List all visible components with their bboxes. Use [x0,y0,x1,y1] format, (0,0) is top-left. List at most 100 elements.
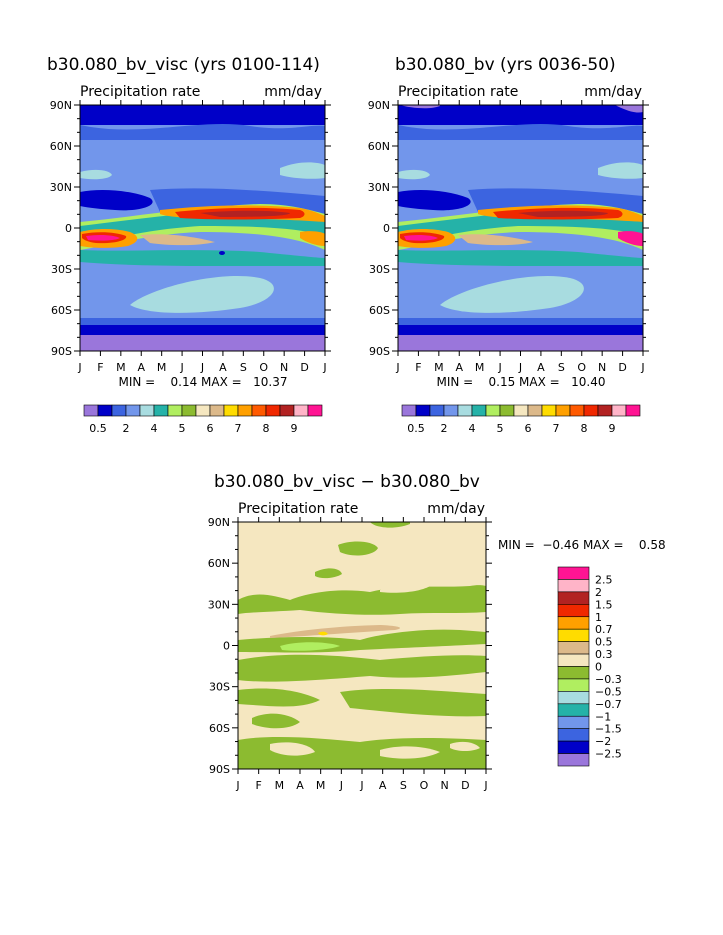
colorbar-swatch [557,628,590,642]
x-tick-label: D [300,361,308,374]
panel-b-subtitle-right: mm/day [584,84,642,100]
x-tick-label: A [455,361,463,374]
x-tick-label: M [434,361,444,374]
colorbar-swatch [415,404,431,417]
colorbar-label: 1 [595,611,602,624]
colorbar-swatch [265,404,281,417]
colorbar-label: −0.5 [595,685,622,698]
y-tick-label: 60S [209,722,230,735]
colorbar-label: 2 [441,422,448,435]
colorbar-label: −0.3 [595,673,622,686]
colorbar-label: 5 [497,422,504,435]
colorbar-label: 2 [595,586,602,599]
panel-b-plot [398,105,643,351]
colorbar-swatch [401,404,417,417]
x-tick-label: D [618,361,626,374]
panel-a-colorbar: 0.5 2 4 5 6 7 8 9 [83,404,323,435]
y-tick-label: 30S [51,263,72,276]
colorbar-swatch [557,616,590,630]
colorbar-swatch [209,404,225,417]
colorbar-swatch [555,404,571,417]
colorbar-swatch [83,404,99,417]
x-tick-label: M [116,361,126,374]
colorbar-swatch [457,404,473,417]
colorbar-swatch [583,404,599,417]
panel-c-subtitle-right: mm/day [427,501,485,517]
y-tick-label: 30S [209,681,230,694]
x-tick-label: M [475,361,485,374]
colorbar-label: 2.5 [595,573,613,586]
x-tick-label: O [259,361,268,374]
panel-a: b30.080_bv_visc (yrs 0100-114) Precipita… [47,55,331,435]
y-tick-label: 30S [369,263,390,276]
x-tick-label: M [275,779,285,792]
colorbar-label: −0.7 [595,698,622,711]
colorbar-label: 6 [525,422,532,435]
colorbar-swatch [237,404,253,417]
colorbar-swatch [569,404,585,417]
colorbar-swatch [557,715,590,729]
x-tick-label: J [77,361,81,374]
colorbar-label: 6 [207,422,214,435]
colorbar-label: −1.5 [595,723,622,736]
y-tick-label: 30N [208,598,230,611]
colorbar-swatch [223,404,239,417]
colorbar-swatch [293,404,309,417]
colorbar-label: 0.5 [595,636,613,649]
x-tick-label: J [359,779,363,792]
x-tick-label: A [537,361,545,374]
x-tick-label: F [256,779,262,792]
panel-a-title: b30.080_bv_visc (yrs 0100-114) [47,55,320,75]
y-tick-label: 0 [383,222,390,235]
x-tick-label: N [598,361,606,374]
x-tick-label: A [379,779,387,792]
colorbar-swatch [279,404,295,417]
panel-b-title: b30.080_bv (yrs 0036-50) [395,55,616,75]
x-tick-label: A [296,779,304,792]
colorbar-swatch [471,404,487,417]
x-tick-label: F [415,361,421,374]
colorbar-label: −2.5 [595,748,622,761]
x-tick-label: O [420,779,429,792]
colorbar-label: 9 [609,422,616,435]
colorbar-swatch [557,691,590,705]
colorbar-swatch [139,404,155,417]
x-tick-label: F [97,361,103,374]
colorbar-swatch [251,404,267,417]
colorbar-label: 5 [179,422,186,435]
y-tick-label: 60N [368,140,390,153]
x-tick-label: J [339,779,343,792]
panel-c-subtitle-left: Precipitation rate [238,501,358,517]
panel-c-title: b30.080_bv_visc − b30.080_bv [214,472,480,492]
colorbar-label: 8 [581,422,588,435]
x-tick-label: M [157,361,167,374]
colorbar-swatch [111,404,127,417]
colorbar-swatch [557,753,590,767]
y-tick-label: 30N [368,181,390,194]
colorbar-swatch [557,666,590,680]
x-tick-label: J [483,779,487,792]
colorbar-swatch [597,404,613,417]
panel-b-stats: MIN = 0.15 MAX = 10.40 [437,375,606,389]
colorbar-swatch [125,404,141,417]
colorbar-swatch [557,653,590,667]
x-tick-label: N [280,361,288,374]
x-tick-label: J [518,361,522,374]
panel-c-colorbar: 2.521.510.70.50.30−0.3−0.5−0.7−1−1.5−2−2… [557,566,622,767]
colorbar-label: 7 [235,422,242,435]
y-tick-label: 60S [369,304,390,317]
x-tick-label: J [235,779,239,792]
x-tick-label: J [640,361,644,374]
colorbar-swatch [153,404,169,417]
colorbar-swatch [557,566,590,580]
y-tick-label: 0 [223,640,230,653]
y-tick-label: 90N [208,516,230,529]
y-tick-label: 90S [209,763,230,776]
panel-b: b30.080_bv (yrs 0036-50) Precipitation r… [368,55,649,435]
colorbar-label: 0 [595,661,602,674]
x-tick-label: J [322,361,326,374]
colorbar-swatch [557,703,590,717]
panel-a-stats: MIN = 0.14 MAX = 10.37 [119,375,288,389]
